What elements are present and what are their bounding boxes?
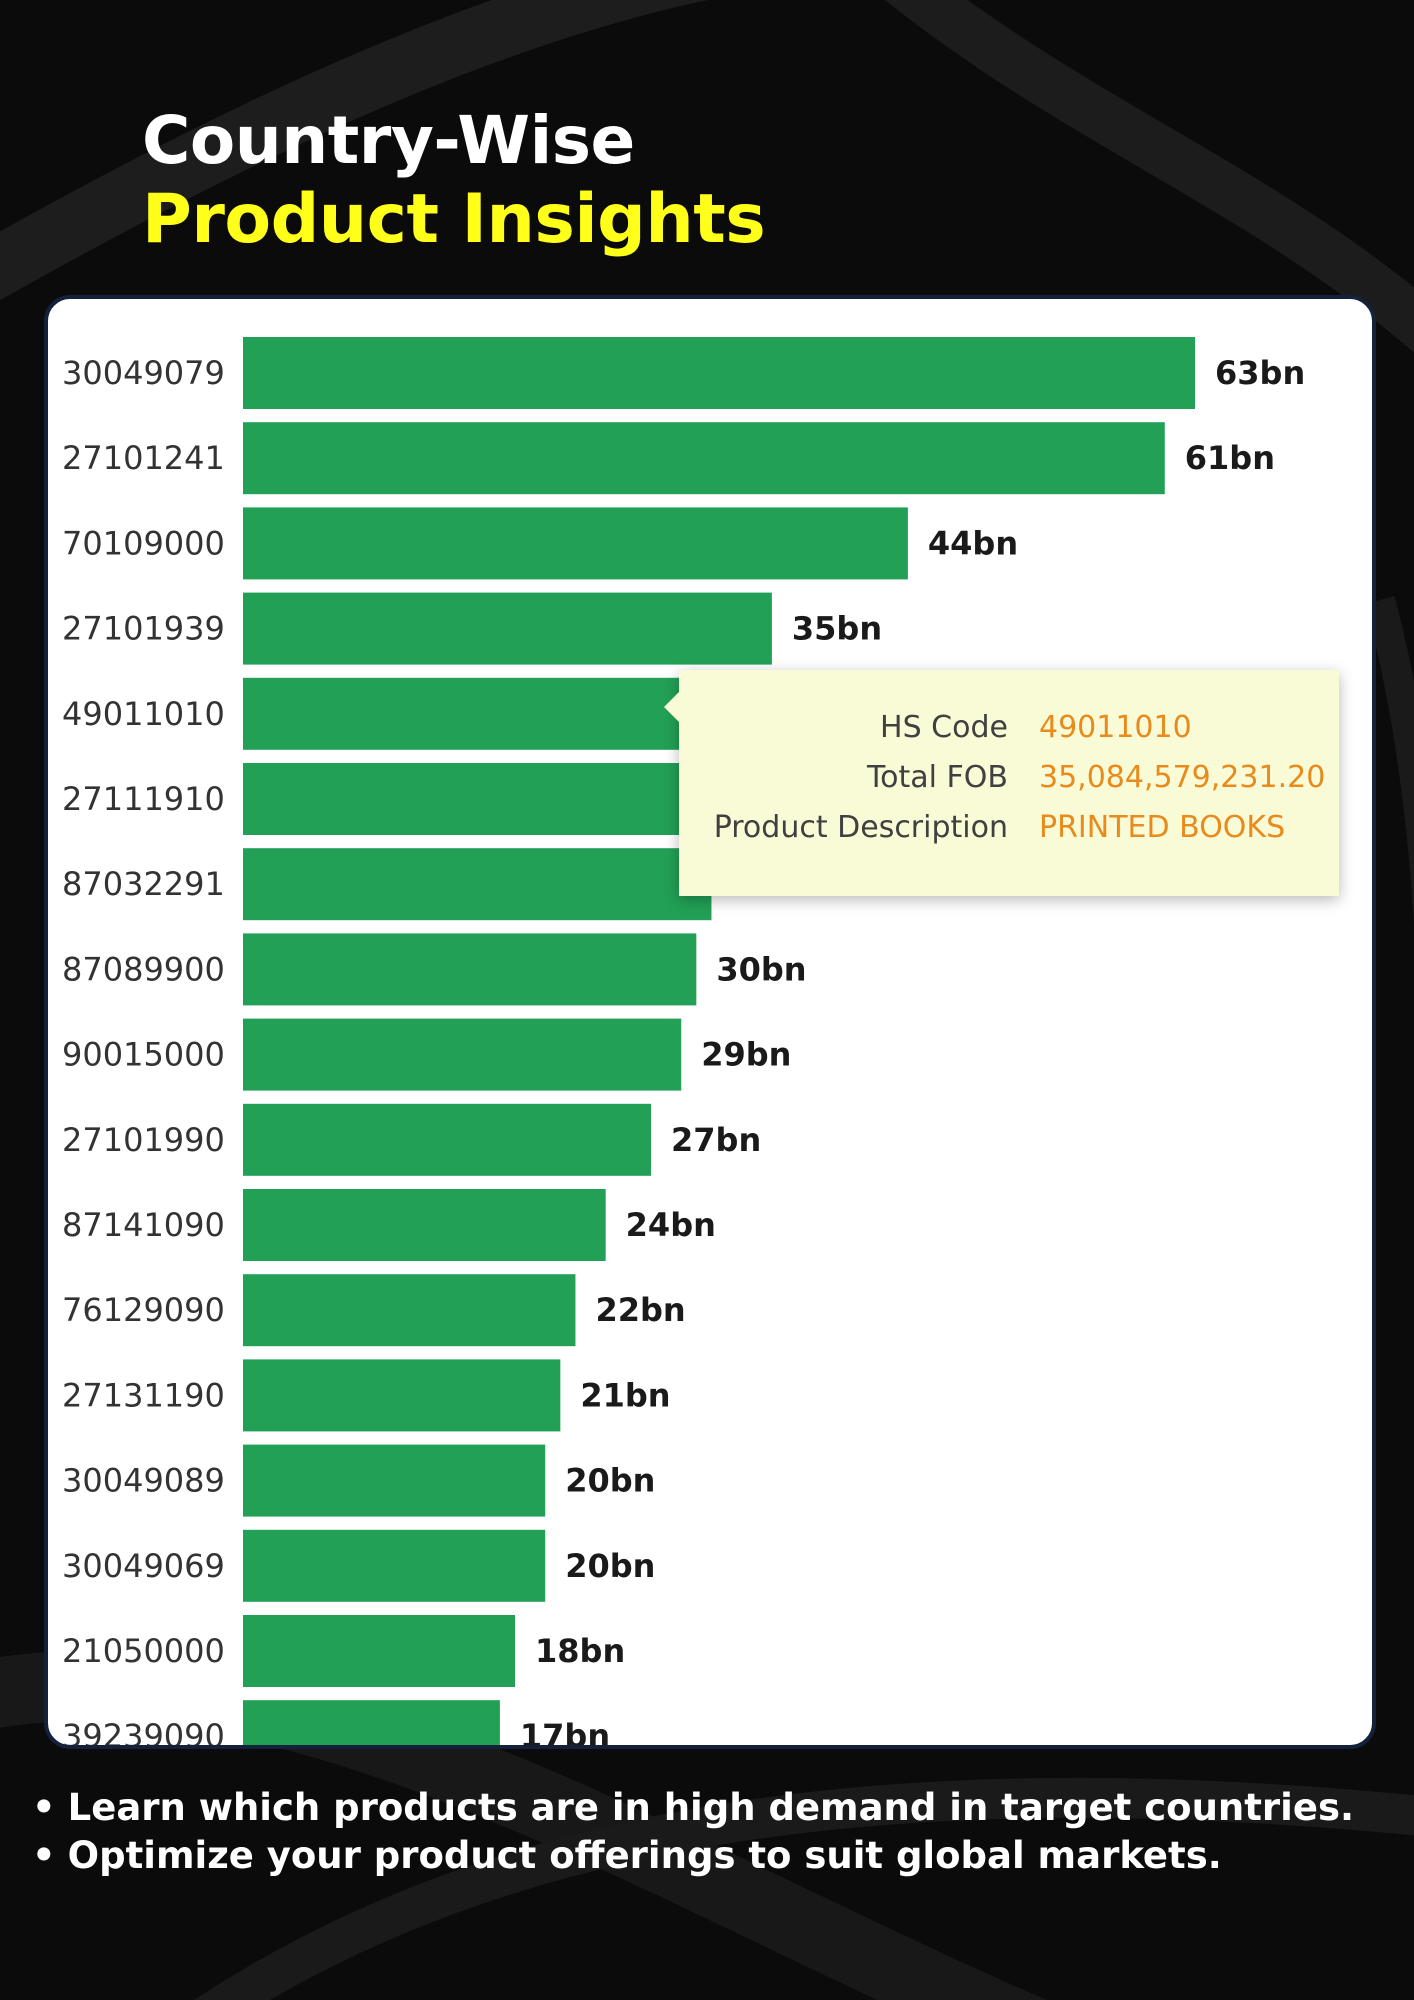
bullet-list: • Learn which products are in high demand…	[32, 1784, 1354, 1880]
heading-line-2: Product Insights	[142, 180, 766, 259]
bar[interactable]	[243, 1529, 546, 1602]
tooltip-key: Total FOB	[866, 760, 1008, 795]
tooltip-key: Product Description	[713, 810, 1008, 845]
category-label: 21050000	[62, 1632, 225, 1670]
bar[interactable]	[243, 848, 712, 921]
category-label: 30049079	[62, 354, 225, 392]
bar[interactable]	[243, 1103, 651, 1176]
category-label: 70109000	[62, 524, 225, 562]
chart-tooltip: HS Code 49011010 Total FOB 35,084,579,23…	[664, 670, 1339, 896]
bar[interactable]	[243, 337, 1195, 409]
tooltip-row: HS Code 49011010	[679, 710, 1339, 750]
data-label: 20bn	[565, 1462, 655, 1500]
bullet-text: Learn which products are in high demand …	[67, 1786, 1355, 1829]
data-label: 20bn	[565, 1547, 655, 1585]
tooltip-row: Product Description PRINTED BOOKS	[679, 810, 1339, 850]
chart-card: 30049079 63bn 27101241 61bn 70109000 44bn 2710…	[44, 295, 1376, 1749]
bar[interactable]	[243, 763, 742, 835]
category-label: 27131190	[62, 1376, 225, 1414]
bar[interactable]	[243, 1444, 546, 1517]
category-label: 39239090	[62, 1717, 225, 1745]
tooltip-value: PRINTED BOOKS	[1039, 810, 1286, 845]
category-label: 87032291	[62, 865, 225, 903]
category-label: 90015000	[62, 1036, 225, 1074]
category-label: 76129090	[62, 1291, 225, 1329]
category-label: 27101990	[62, 1121, 225, 1159]
category-label: 87141090	[62, 1206, 225, 1244]
bar[interactable]	[243, 1274, 576, 1347]
bullet-text: Optimize your product offerings to suit …	[67, 1834, 1222, 1877]
data-label: 22bn	[595, 1291, 685, 1329]
bar[interactable]	[243, 507, 908, 580]
data-label: 30bn	[716, 950, 806, 988]
bullet-marker: •	[32, 1786, 56, 1829]
data-label: 61bn	[1185, 439, 1275, 477]
bar[interactable]	[243, 422, 1165, 495]
data-label: 27bn	[671, 1121, 761, 1159]
data-label: 63bn	[1215, 354, 1305, 392]
bar[interactable]	[243, 592, 772, 665]
bar[interactable]	[243, 1615, 515, 1687]
tooltip-value: 35,084,579,231.20	[1039, 760, 1326, 795]
category-label: 27111910	[62, 780, 225, 818]
data-label: 24bn	[626, 1206, 716, 1244]
category-label: 27101241	[62, 439, 225, 477]
data-label: 21bn	[580, 1376, 670, 1414]
bar-chart: 30049079 63bn 27101241 61bn 70109000 44bn 2710…	[62, 337, 1305, 1745]
category-label: 49011010	[62, 695, 225, 733]
data-label: 17bn	[520, 1717, 610, 1745]
bullet-item: • Optimize your product offerings to suit…	[32, 1832, 1354, 1880]
tooltip-key: HS Code	[880, 710, 1008, 745]
category-label: 27101939	[62, 610, 225, 648]
data-label: 18bn	[535, 1632, 625, 1670]
category-label: 30049069	[62, 1547, 225, 1585]
category-label: 87089900	[62, 950, 225, 988]
bar[interactable]	[243, 933, 697, 1006]
tooltip-value: 49011010	[1039, 710, 1192, 745]
category-label: 30049089	[62, 1462, 225, 1500]
bullet-item: • Learn which products are in high demand…	[32, 1784, 1354, 1832]
data-label: 35bn	[792, 610, 882, 648]
data-label: 44bn	[928, 524, 1018, 562]
data-label: 29bn	[701, 1036, 791, 1074]
page-heading: Country-Wise Product Insights	[142, 102, 766, 259]
bar[interactable]	[243, 1700, 500, 1745]
bar[interactable]	[243, 1018, 682, 1091]
heading-line-1: Country-Wise	[142, 102, 635, 179]
tooltip-row: Total FOB 35,084,579,231.20	[679, 760, 1339, 800]
bullet-marker: •	[32, 1834, 56, 1877]
bar[interactable]	[243, 1359, 561, 1432]
bar[interactable]	[243, 1189, 606, 1261]
